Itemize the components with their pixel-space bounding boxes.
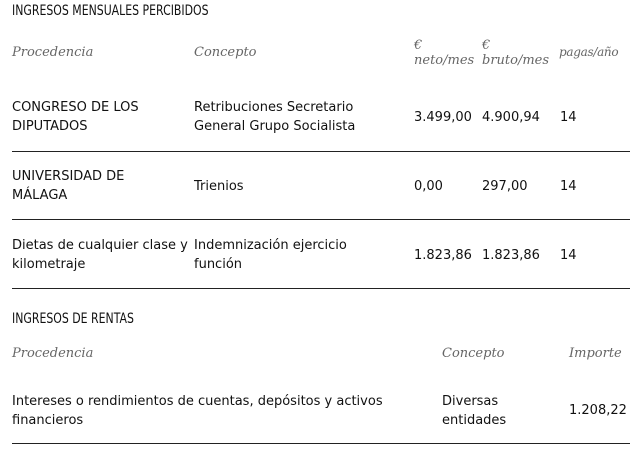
euro-symbol: €	[482, 38, 491, 53]
cell-procedencia: Intereses o rendimientos de cuentas, dep…	[12, 394, 383, 428]
col-header-pagas: pagas/año	[559, 45, 619, 59]
cell-neto: 1.823,86	[414, 248, 472, 263]
cell-neto: 3.499,00	[414, 110, 472, 125]
col-header-concepto: Concepto	[194, 45, 257, 60]
row-divider	[12, 443, 630, 444]
cell-procedencia: Dietas de cualquier clase y kilometraje	[12, 238, 188, 272]
cell-concepto: Indemnización ejercicio función	[194, 238, 347, 272]
cell-concepto: Diversas entidades	[442, 394, 507, 428]
cell-concepto: Trienios	[194, 179, 244, 194]
cell-bruto: 297,00	[482, 179, 528, 194]
col-header-bruto: € bruto/mes	[482, 38, 549, 68]
cell-procedencia: CONGRESO DE LOS DIPUTADOS	[12, 100, 139, 134]
cell-pagas: 14	[560, 110, 577, 125]
euro-symbol: €	[414, 38, 423, 53]
col-header-importe: Importe	[569, 346, 622, 361]
rentas-title: INGRESOS DE RENTAS	[12, 311, 134, 327]
col-header-procedencia: Procedencia	[12, 45, 94, 60]
row-divider	[12, 288, 630, 289]
row-divider	[12, 219, 630, 220]
col-header-concepto: Concepto	[442, 346, 505, 361]
cell-neto: 0,00	[414, 179, 443, 194]
cell-pagas: 14	[560, 179, 577, 194]
cell-pagas: 14	[560, 248, 577, 263]
cell-bruto: 1.823,86	[482, 248, 540, 263]
mensuales-title: INGRESOS MENSUALES PERCIBIDOS	[12, 3, 209, 19]
col-header-neto: € neto/mes	[414, 38, 474, 68]
neto-label: neto/mes	[414, 53, 475, 68]
cell-bruto: 4.900,94	[482, 110, 540, 125]
col-header-procedencia: Procedencia	[12, 346, 94, 361]
cell-concepto: Retribuciones Secretario General Grupo S…	[194, 100, 356, 134]
cell-importe: 1.208,22	[569, 403, 627, 418]
row-divider	[12, 151, 630, 152]
bruto-label: bruto/mes	[482, 53, 550, 68]
cell-procedencia: UNIVERSIDAD DE MÁLAGA	[12, 169, 125, 203]
